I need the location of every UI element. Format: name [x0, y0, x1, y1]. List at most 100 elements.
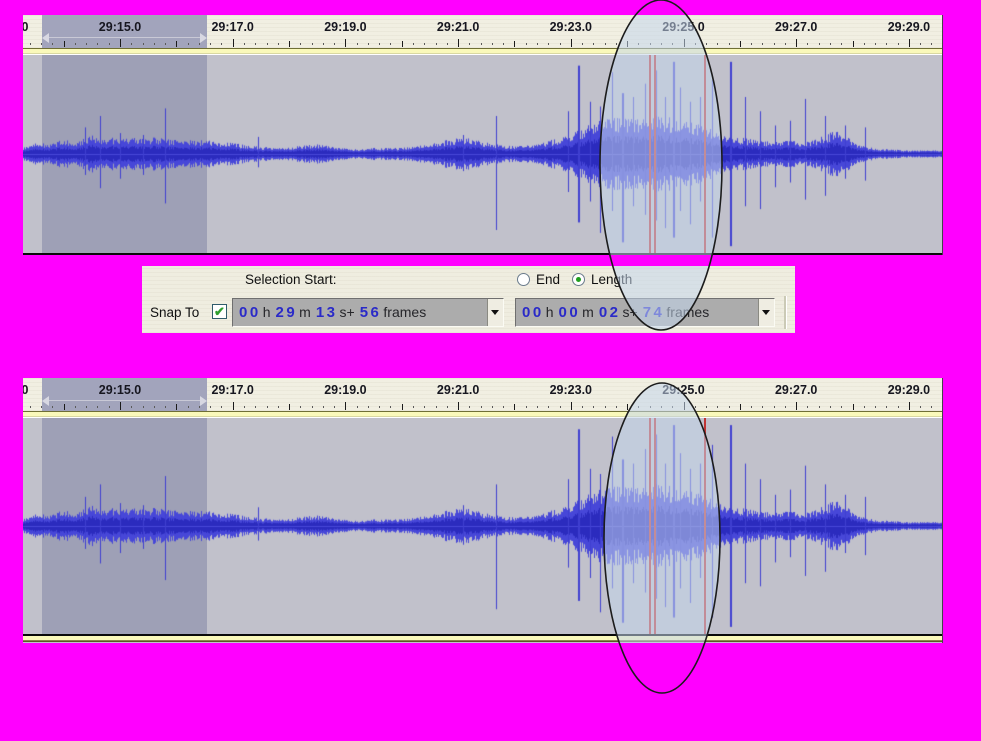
ruler-tick	[762, 43, 763, 45]
ruler-tick	[221, 406, 222, 408]
waveform-canvas-bottom[interactable]	[23, 418, 942, 634]
ruler-tick	[357, 43, 358, 45]
ruler-tick	[548, 43, 549, 45]
ruler-tick	[638, 406, 639, 408]
selection-start-field[interactable]: 00 h 29 m 13 s+ 56 frames	[232, 298, 504, 327]
start-field-dropdown[interactable]	[487, 299, 503, 326]
timeline-ruler-top[interactable]: 29:13.0 29:15.0 29:17.0 29:19.0 29:21.0 29:23…	[23, 15, 942, 48]
ruler-tick	[436, 43, 437, 45]
ruler-tick	[886, 406, 887, 408]
arrowhead-right-icon	[200, 396, 207, 406]
ruler-tick	[188, 43, 189, 45]
ruler-tick	[469, 406, 470, 408]
ruler-tick	[402, 41, 403, 47]
track-bottom-border	[23, 253, 942, 255]
ruler-time-label: 29:21.0	[436, 383, 480, 397]
ruler-tick	[796, 39, 797, 47]
ruler-tick	[323, 406, 324, 408]
ruler-tick	[75, 43, 76, 45]
ruler-tick	[785, 43, 786, 45]
arrowhead-left-icon	[42, 396, 49, 406]
ruler-tick	[176, 41, 177, 47]
ruler-tick	[120, 39, 121, 47]
waveform-canvas-top[interactable]	[23, 55, 942, 253]
waveform-track-bottom[interactable]	[23, 418, 942, 634]
ruler-tick	[503, 43, 504, 45]
track-top-border	[23, 48, 942, 55]
ruler-tick	[605, 406, 606, 408]
length-radio[interactable]	[572, 273, 585, 286]
ruler-tick	[64, 404, 65, 410]
ruler-tick	[706, 406, 707, 408]
ruler-tick	[898, 406, 899, 408]
time-digit-group: 74	[642, 304, 665, 321]
ruler-tick	[64, 41, 65, 47]
track-bottom-border	[23, 634, 942, 636]
timeline-ruler-bottom[interactable]: 29:13.0 29:15.0 29:17.0 29:19.0 29:21.0 29:23…	[23, 378, 942, 411]
ruler-tick	[334, 406, 335, 408]
ruler-tick	[368, 406, 369, 408]
ruler-tick	[853, 41, 854, 47]
chevron-down-icon	[491, 310, 499, 315]
time-unit: frames	[383, 304, 427, 320]
ruler-tick	[312, 43, 313, 45]
ruler-tick	[165, 406, 166, 408]
ruler-tick	[379, 406, 380, 408]
ruler-tick	[751, 406, 752, 408]
ruler-tick	[481, 43, 482, 45]
ruler-time-label: 29:23.0	[549, 20, 592, 34]
ruler-tick	[154, 406, 155, 408]
ruler-tick	[143, 43, 144, 45]
ruler-tick	[402, 404, 403, 410]
ruler-time-label: 29:27.0	[774, 20, 818, 34]
time-unit: frames	[666, 304, 710, 320]
ruler-tick	[650, 43, 651, 45]
ruler-tick	[41, 43, 42, 45]
ruler-tick	[278, 406, 279, 408]
ruler-tick	[593, 43, 594, 45]
ruler-tick	[830, 43, 831, 45]
ruler-tick	[593, 406, 594, 408]
ruler-tick	[447, 406, 448, 408]
time-digit-group: 00	[558, 304, 581, 321]
ruler-tick	[582, 43, 583, 45]
time-digit-group: 00	[239, 304, 261, 321]
ruler-tick	[672, 43, 673, 45]
ruler-tick	[86, 406, 87, 408]
time-digit-group: 02	[598, 304, 621, 321]
ruler-tick	[447, 43, 448, 45]
audio-panel-top: 29:13.0 29:15.0 29:17.0 29:19.0 29:21.0 29:23…	[23, 15, 943, 255]
end-radio[interactable]	[517, 273, 530, 286]
selection-start-label: Selection Start:	[245, 272, 337, 287]
checkmark-icon: ✔	[214, 304, 225, 319]
waveform-track-top[interactable]	[23, 55, 942, 253]
ruler-tick	[390, 406, 391, 408]
arrowhead-right-icon	[200, 33, 207, 43]
ruler-tick	[188, 406, 189, 408]
ruler-tick	[909, 402, 910, 410]
selection-length-field[interactable]: 00 h 00 m 02 s+ 74 frames	[515, 298, 775, 327]
ruler-tick	[424, 43, 425, 45]
ruler-tick	[131, 43, 132, 45]
ruler-tick	[875, 406, 876, 408]
ruler-tick	[345, 39, 346, 47]
ruler-tick	[796, 402, 797, 410]
ruler-tick	[807, 43, 808, 45]
ruler-tick	[785, 406, 786, 408]
cursor-line	[704, 418, 706, 634]
ruler-tick	[390, 43, 391, 45]
ruler-tick	[695, 43, 696, 45]
ruler-tick	[582, 406, 583, 408]
ruler-tick	[684, 39, 685, 47]
ruler-tick	[30, 43, 31, 45]
ruler-tick	[289, 41, 290, 47]
ruler-tick	[875, 43, 876, 45]
selection-extent-arrow	[48, 37, 201, 38]
snap-to-checkbox[interactable]: ✔	[212, 304, 227, 319]
ruler-tick	[210, 43, 211, 45]
ruler-tick	[807, 406, 808, 408]
ruler-tick	[233, 39, 234, 47]
ruler-tick	[503, 406, 504, 408]
length-field-dropdown[interactable]	[758, 299, 774, 326]
ruler-tick	[300, 406, 301, 408]
